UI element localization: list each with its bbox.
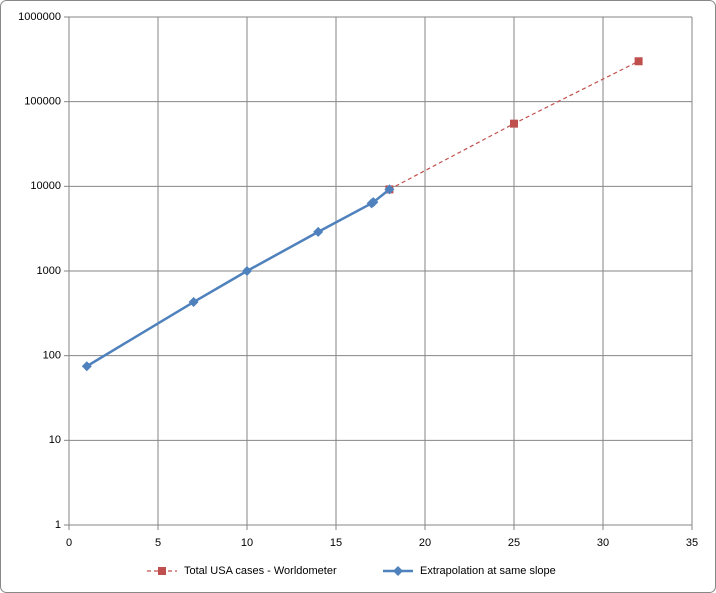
y-tick-label: 1000000 — [18, 11, 61, 23]
x-tick-label: 15 — [330, 537, 342, 549]
y-tick-label: 1000 — [37, 265, 61, 277]
legend-marker — [158, 567, 166, 575]
x-tick-label: 35 — [686, 537, 698, 549]
x-tick-label: 5 — [155, 537, 161, 549]
y-tick-label: 100000 — [24, 96, 61, 108]
point — [368, 197, 379, 208]
x-tick-label: 20 — [419, 537, 431, 549]
x-tick-label: 0 — [66, 537, 72, 549]
x-tick-label: 10 — [241, 537, 253, 549]
y-tick-label: 10000 — [30, 180, 61, 192]
point — [81, 361, 92, 372]
legend-marker — [393, 566, 403, 576]
y-tick-label: 1 — [55, 519, 61, 531]
point — [242, 266, 252, 276]
y-tick-label: 10 — [49, 434, 61, 446]
legend-label: Extrapolation at same slope — [420, 565, 556, 577]
point — [188, 297, 199, 308]
x-tick-label: 30 — [597, 537, 609, 549]
point — [634, 57, 643, 66]
legend-label: Total USA cases - Worldometer — [184, 565, 337, 577]
y-tick-label: 100 — [43, 350, 61, 362]
point — [313, 226, 324, 237]
point — [510, 119, 518, 128]
point — [384, 184, 395, 195]
x-tick-label: 25 — [508, 537, 520, 549]
